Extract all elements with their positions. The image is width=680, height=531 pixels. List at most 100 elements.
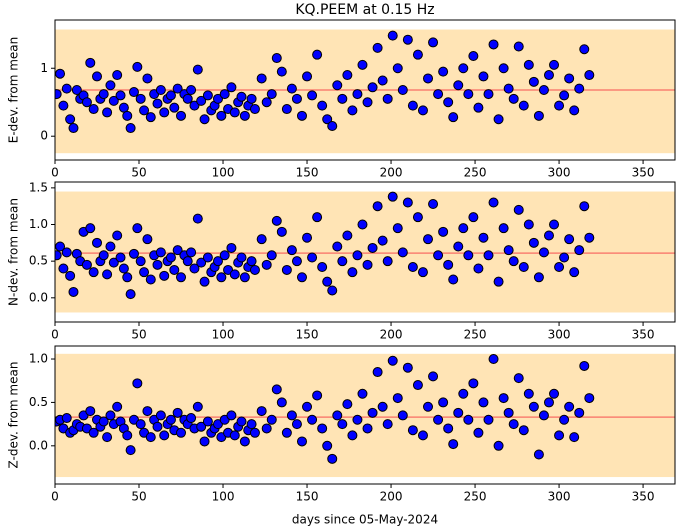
point — [327, 453, 338, 464]
point — [276, 397, 287, 408]
y-tick-label: 1.0 — [29, 352, 48, 366]
point — [296, 436, 307, 447]
point — [367, 407, 378, 418]
x-tick-label: 250 — [464, 490, 487, 504]
point — [186, 85, 197, 95]
point — [453, 407, 464, 418]
point — [584, 393, 595, 404]
points — [55, 354, 595, 464]
point — [281, 104, 292, 115]
point — [357, 388, 368, 399]
point — [538, 410, 549, 421]
point — [533, 272, 544, 283]
x-tick-label: 50 — [131, 328, 146, 342]
point — [118, 263, 129, 274]
point — [569, 267, 580, 278]
point — [145, 112, 156, 123]
point — [549, 388, 560, 399]
point — [569, 432, 580, 443]
point — [165, 414, 176, 425]
point — [65, 270, 76, 281]
point — [307, 252, 318, 263]
point — [518, 262, 529, 273]
point — [169, 102, 180, 113]
point — [276, 66, 287, 77]
point — [367, 242, 378, 253]
point — [523, 219, 534, 230]
point — [407, 262, 418, 273]
point — [139, 105, 150, 116]
y-axis-label: N-dev. from mean — [7, 198, 21, 306]
point — [392, 63, 403, 74]
point — [271, 215, 282, 226]
point — [493, 440, 504, 451]
point — [108, 95, 119, 106]
point — [122, 272, 133, 283]
x-tick-label: 0 — [51, 166, 59, 180]
point — [246, 256, 257, 267]
point — [291, 93, 302, 104]
point — [473, 102, 484, 113]
y-tick-label: 1 — [40, 61, 48, 75]
point — [68, 286, 79, 297]
point — [407, 425, 418, 436]
point — [202, 416, 213, 427]
x-tick-label: 150 — [296, 328, 319, 342]
point — [92, 71, 103, 82]
point — [296, 110, 307, 121]
point — [256, 234, 267, 245]
point — [212, 256, 223, 267]
point — [423, 73, 434, 84]
point — [286, 83, 297, 94]
point — [327, 121, 338, 132]
point — [202, 90, 213, 101]
point — [513, 204, 524, 215]
point — [533, 110, 544, 121]
y-tick-label: 0.5 — [29, 254, 48, 268]
point — [317, 100, 328, 111]
point — [239, 110, 250, 121]
point — [112, 70, 123, 81]
point — [438, 66, 449, 77]
point — [362, 423, 373, 434]
point — [61, 83, 72, 94]
axes-frame — [54, 19, 676, 161]
point — [132, 223, 143, 234]
y-tick-label: 0.0 — [29, 438, 48, 452]
point — [433, 414, 444, 425]
point — [478, 397, 489, 408]
point — [317, 262, 328, 273]
point — [135, 93, 146, 104]
point — [397, 410, 408, 421]
point — [236, 91, 247, 102]
point — [503, 407, 514, 418]
point — [102, 269, 113, 280]
point — [312, 212, 323, 223]
point — [528, 237, 539, 248]
point — [142, 406, 153, 417]
point — [417, 267, 428, 278]
point — [559, 414, 570, 425]
point — [192, 213, 203, 224]
point — [152, 421, 163, 432]
point — [508, 93, 519, 104]
point — [347, 267, 358, 278]
point — [58, 100, 69, 111]
point — [337, 93, 348, 104]
point — [246, 419, 257, 430]
point — [192, 64, 203, 75]
point — [382, 93, 393, 104]
point — [58, 263, 69, 274]
point — [458, 223, 469, 234]
x-tick-label: 150 — [296, 166, 319, 180]
point — [508, 419, 519, 430]
point — [199, 436, 210, 447]
point — [281, 264, 292, 275]
x-tick-label: 350 — [632, 328, 655, 342]
point — [559, 252, 570, 263]
point — [302, 401, 313, 412]
point — [372, 201, 383, 212]
point — [98, 89, 109, 100]
x-tick-label: 150 — [296, 490, 319, 504]
point — [196, 257, 207, 268]
